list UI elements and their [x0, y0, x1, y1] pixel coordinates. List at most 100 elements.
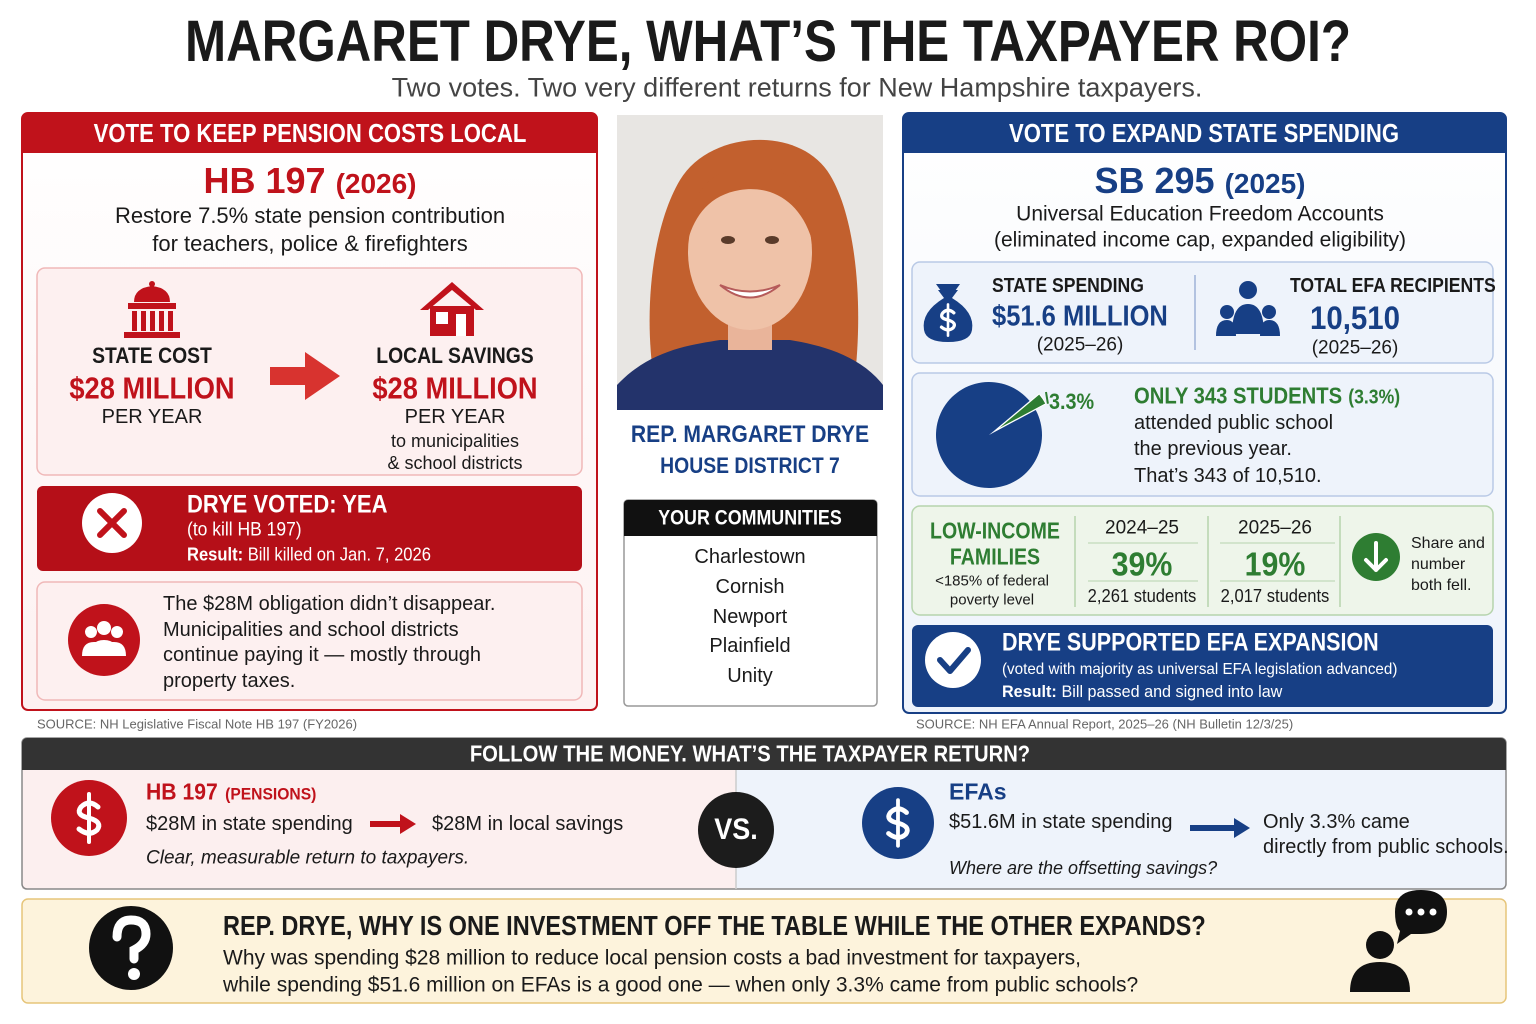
- vote-detail: (to kill HB 197): [187, 519, 302, 541]
- income-label: FAMILIES: [949, 543, 1041, 570]
- house-roof: [420, 282, 484, 310]
- pie-leader: [1045, 391, 1049, 404]
- public-school-headline: ONLY 343 STUDENTS (3.3%): [1134, 382, 1400, 409]
- question-glyph: [112, 915, 151, 964]
- community: Plainfield: [709, 635, 791, 658]
- question-line: while spending $51.6 million on EFAs is …: [223, 973, 1139, 997]
- money-bag-knot: [936, 284, 960, 291]
- portrait-bangs: [688, 167, 813, 240]
- income-label: LOW-INCOME: [930, 517, 1060, 544]
- income-note: poverty level: [949, 591, 1035, 609]
- community: Charlestown: [694, 546, 806, 568]
- x-glyph: [97, 508, 127, 538]
- compare-arrow: [370, 814, 416, 834]
- people-head: [111, 626, 123, 638]
- community: Unity: [727, 665, 773, 688]
- check-circle: [925, 632, 981, 688]
- trend-note: both fell.: [1411, 577, 1472, 594]
- income-share: 39%: [1111, 545, 1173, 583]
- compare-question: Where are the offsetting savings?: [949, 858, 1218, 878]
- public-school-line: attended public school: [1134, 412, 1334, 434]
- income-students: 2,017 students: [1220, 586, 1330, 606]
- capitol-dome: [134, 286, 170, 302]
- bill-description: Universal Education Freedom Accounts: [1016, 202, 1384, 226]
- public-school-line: the previous year.: [1134, 438, 1292, 461]
- community: Cornish: [715, 575, 785, 598]
- question-box: [21, 898, 1507, 1004]
- trend-note: Share and: [1411, 535, 1485, 552]
- bill-number: HB 197: [203, 160, 326, 201]
- compare-return: Only 3.3% came: [1263, 811, 1410, 833]
- capitol-roof: [128, 303, 176, 309]
- check-glyph: [937, 647, 971, 674]
- flow-arrow: [270, 352, 340, 400]
- rep-name: REP. MARGARET DRYE: [630, 421, 870, 448]
- source-note: SOURCE: NH EFA Annual Report, 2025–26 (N…: [916, 716, 1294, 732]
- speech-dot: [1417, 908, 1425, 916]
- bill-heading: SB 295 (2025): [1094, 163, 1305, 199]
- speech-dot: [1405, 908, 1413, 916]
- stat-label: LOCAL SAVINGS: [376, 343, 534, 368]
- bill-year: (2026): [335, 168, 417, 199]
- capitol-column: [132, 311, 137, 331]
- recipient-body: [1216, 304, 1280, 336]
- result-text: Bill passed and signed into law: [1061, 682, 1283, 701]
- stat-period: PER YEAR: [404, 406, 506, 428]
- compare-left-bg: [22, 770, 736, 889]
- capitol-column: [141, 311, 146, 331]
- public-school-line: That’s 343 of 10,510.: [1134, 464, 1322, 487]
- person-head: [1366, 931, 1394, 959]
- income-year: 2025–26: [1238, 517, 1312, 539]
- speech-dot: [1429, 908, 1437, 916]
- compare-return: directly from public schools.: [1263, 836, 1509, 858]
- income-box: [911, 505, 1494, 616]
- capitol-base: [124, 332, 180, 338]
- recipient-head: [1262, 305, 1276, 319]
- impact-line: property taxes.: [163, 670, 296, 693]
- question-headline: REP. DRYE, WHY IS ONE INVESTMENT OFF THE…: [223, 910, 1206, 941]
- compare-return: $28M in local savings: [432, 813, 624, 835]
- compare-bill: HB 197: [146, 778, 218, 805]
- vote-detail: (voted with majority as universal EFA le…: [1002, 661, 1398, 678]
- stat-period: (2025–26): [1036, 334, 1124, 356]
- stat-amount: $51.6 MILLION: [992, 300, 1168, 333]
- portrait: [617, 115, 883, 410]
- impact-box: [36, 581, 583, 701]
- page-title: MARGARET DRYE, WHAT’S THE TAXPAYER ROI?: [185, 9, 1351, 74]
- panel-banner: VOTE TO EXPAND STATE SPENDING: [1008, 118, 1400, 148]
- stat-amount: $28 MILLION: [372, 370, 538, 406]
- portrait-eye: [765, 236, 779, 244]
- income-year: 2024–25: [1105, 517, 1179, 539]
- compare-cost: $28M in state spending: [146, 813, 353, 835]
- capitol-column: [168, 311, 173, 331]
- bill-number: SB 295: [1094, 160, 1215, 201]
- panel-banner: VOTE TO KEEP PENSION COSTS LOCAL: [93, 118, 527, 148]
- bill-description: for teachers, police & firefighters: [152, 231, 468, 256]
- source-note: SOURCE: NH Legislative Fiscal Note HB 19…: [37, 716, 358, 732]
- stat-label: STATE SPENDING: [992, 275, 1144, 297]
- vote-result: Result: Bill passed and signed into law: [1002, 683, 1282, 701]
- headline: ONLY 343 STUDENTS: [1134, 382, 1343, 409]
- stat-label: TOTAL EFA RECIPIENTS: [1290, 275, 1496, 297]
- rep-district: HOUSE DISTRICT 7: [660, 453, 840, 478]
- portrait-face: [688, 174, 812, 330]
- stat-note: & school districts: [387, 453, 523, 473]
- stat-period: PER YEAR: [101, 406, 203, 428]
- vote-result: Result: Bill killed on Jan. 7, 2026: [187, 546, 431, 565]
- capitol-top: [149, 281, 155, 287]
- stat-period: (2025–26): [1311, 337, 1399, 359]
- community: Newport: [712, 605, 788, 628]
- vote-title: DRYE SUPPORTED EFA EXPANSION: [1002, 628, 1379, 657]
- capitol-column: [150, 311, 155, 331]
- compare-banner-bg: [22, 738, 1506, 770]
- result-text: Bill killed on Jan. 7, 2026: [247, 544, 431, 565]
- compare-title: HB 197 (PENSIONS): [146, 778, 316, 805]
- portrait-shirt: [617, 340, 883, 410]
- income-share: 19%: [1244, 545, 1306, 583]
- portrait-smile: [719, 284, 781, 299]
- bill-year: (2025): [1224, 168, 1306, 199]
- impact-line: Municipalities and school districts: [163, 618, 459, 641]
- question-dot: [128, 968, 140, 980]
- versus-label: VS.: [714, 813, 758, 846]
